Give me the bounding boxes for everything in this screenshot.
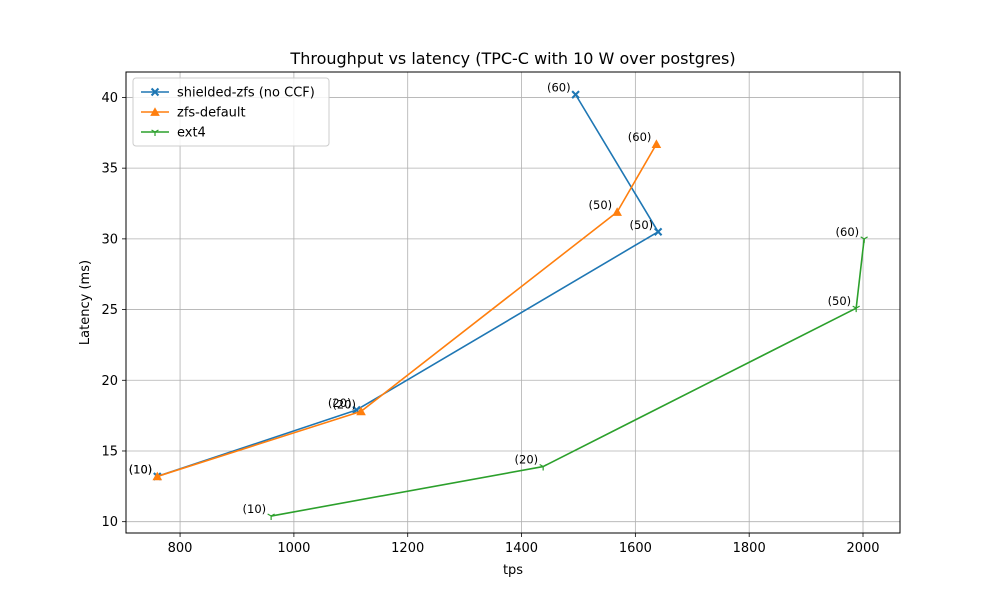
y-tick-label: 40 (101, 91, 118, 106)
x-tick-label: 1400 (505, 541, 538, 556)
legend-label: ext4 (177, 126, 206, 141)
x-tick-label: 1800 (733, 541, 766, 556)
axes: 800 1000 1200 1400 1600 1800 2000 10 15 20 25 30 35 4… (101, 91, 879, 556)
x-marker (150, 87, 160, 97)
point-annotation: (20) (332, 397, 356, 411)
triangle-marker (651, 139, 662, 148)
x-marker (653, 227, 663, 236)
y-tick-label: 35 (101, 162, 118, 177)
series-layer: (10)(20)(50)(60)(10)(20)(50)(60)(10)(20)… (129, 81, 868, 521)
triangle-marker (356, 406, 366, 416)
series-line (270, 238, 865, 517)
x-tick-label: 1000 (277, 541, 310, 556)
point-annotation: (60) (547, 81, 571, 95)
point-annotation: (20) (515, 453, 539, 467)
x-tick-label: 1200 (391, 541, 424, 556)
x-marker (571, 90, 580, 99)
y-tick-label: 25 (101, 303, 118, 318)
point-annotation: (50) (828, 294, 852, 308)
series-line (157, 143, 658, 478)
x-axis-label: tps (503, 563, 523, 578)
point-annotation: (10) (129, 462, 153, 476)
tri-down-marker (267, 513, 275, 521)
point-annotation: (50) (589, 198, 613, 212)
tri-down-marker (860, 236, 868, 243)
series-line (157, 94, 659, 478)
grid-lines (126, 72, 900, 533)
point-annotation: (60) (628, 130, 652, 144)
x-tick-label: 800 (168, 541, 193, 556)
legend: shielded-zfs (no CCF) zfs-default ext4 (132, 77, 330, 147)
plot-frame (125, 71, 901, 534)
tri-down-marker (852, 305, 860, 313)
x-tick-label: 1600 (619, 541, 652, 556)
tri-down-marker (539, 464, 547, 471)
x-tick-label: 2000 (846, 541, 879, 556)
legend-box (132, 77, 330, 147)
series-group: (10) (20) (50) (60) (129, 130, 662, 481)
point-annotation: (60) (836, 225, 860, 239)
point-annotation: (50) (630, 218, 654, 232)
point-annotation: (20) (328, 396, 352, 410)
triangle-marker (152, 471, 163, 481)
point-annotation: (10) (243, 502, 267, 516)
chart-title: Throughput vs latency (TPC-C with 10 W o… (289, 49, 735, 68)
tri-down-marker (151, 129, 159, 136)
legend-label: shielded-zfs (no CCF) (177, 86, 315, 101)
y-tick-label: 10 (101, 515, 118, 530)
point-annotation: (10) (129, 462, 153, 476)
y-tick-label: 15 (101, 444, 118, 459)
triangle-marker (612, 207, 622, 216)
y-tick-label: 20 (101, 374, 118, 389)
legend-label: zfs-default (177, 106, 246, 121)
series-group: (10) (20) (50) (60) (243, 225, 868, 521)
y-axis-label: Latency (ms) (78, 260, 93, 345)
y-tick-label: 30 (101, 232, 118, 247)
triangle-marker (150, 107, 160, 116)
